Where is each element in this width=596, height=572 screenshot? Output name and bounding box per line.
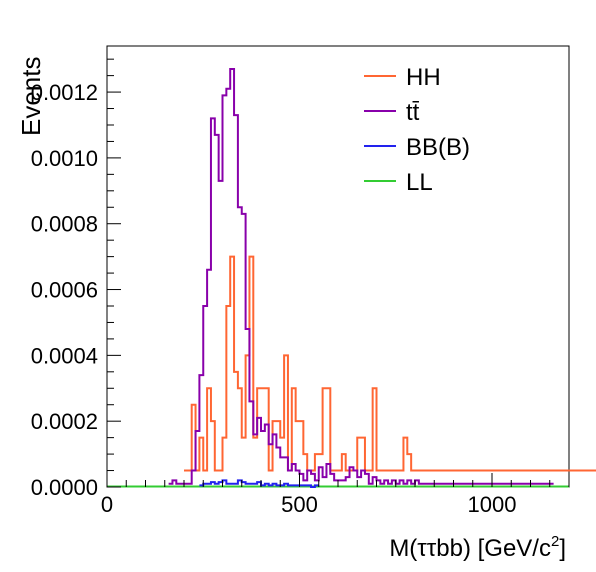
- y-tick-label: 0.0012: [31, 80, 98, 105]
- legend-label: BB(B): [406, 134, 470, 161]
- legend-label: LL: [406, 169, 433, 196]
- x-axis: 0 500 1000: [101, 473, 570, 517]
- series-hh: [184, 255, 596, 472]
- y-tick-label: 0.0006: [31, 278, 98, 303]
- legend-label: tt̄: [406, 99, 420, 126]
- x-tick-label: 0: [101, 492, 113, 517]
- legend-item: HH: [364, 64, 441, 91]
- y-tick-label: 0.0004: [31, 343, 98, 368]
- frame: [106, 45, 570, 488]
- y-axis-label: Events: [16, 57, 46, 137]
- legend-item: LL: [364, 169, 433, 196]
- legend-item: BB(B): [364, 134, 470, 161]
- x-tick-label: 500: [281, 492, 318, 517]
- series-bbb: [199, 479, 319, 488]
- series-line: [168, 68, 554, 485]
- y-tick-label: 0.0000: [31, 475, 98, 500]
- legend-item: tt̄: [364, 99, 420, 126]
- legend: HH tt̄ BB(B) LL: [364, 64, 470, 196]
- x-axis-label: M(ττbb) [GeV/c2]: [389, 533, 566, 562]
- legend-label: HH: [406, 64, 441, 91]
- x-axis-label-sup: 2: [551, 533, 559, 550]
- series-line: [199, 479, 319, 488]
- y-tick-label: 0.0002: [31, 409, 98, 434]
- x-axis-label-main: M(ττbb) [GeV/c: [389, 535, 551, 562]
- series-line: [184, 255, 596, 472]
- series-tt: [168, 68, 554, 485]
- y-axis: 0.0000 0.0002 0.0004 0.0006 0.0008 0.0010 0.00…: [31, 58, 121, 500]
- series-layer: [107, 68, 596, 488]
- y-tick-label: 0.0008: [31, 212, 98, 237]
- x-tick-label: 1000: [468, 492, 517, 517]
- y-tick-label: 0.0010: [31, 146, 98, 171]
- x-axis-label-tail: ]: [559, 535, 566, 562]
